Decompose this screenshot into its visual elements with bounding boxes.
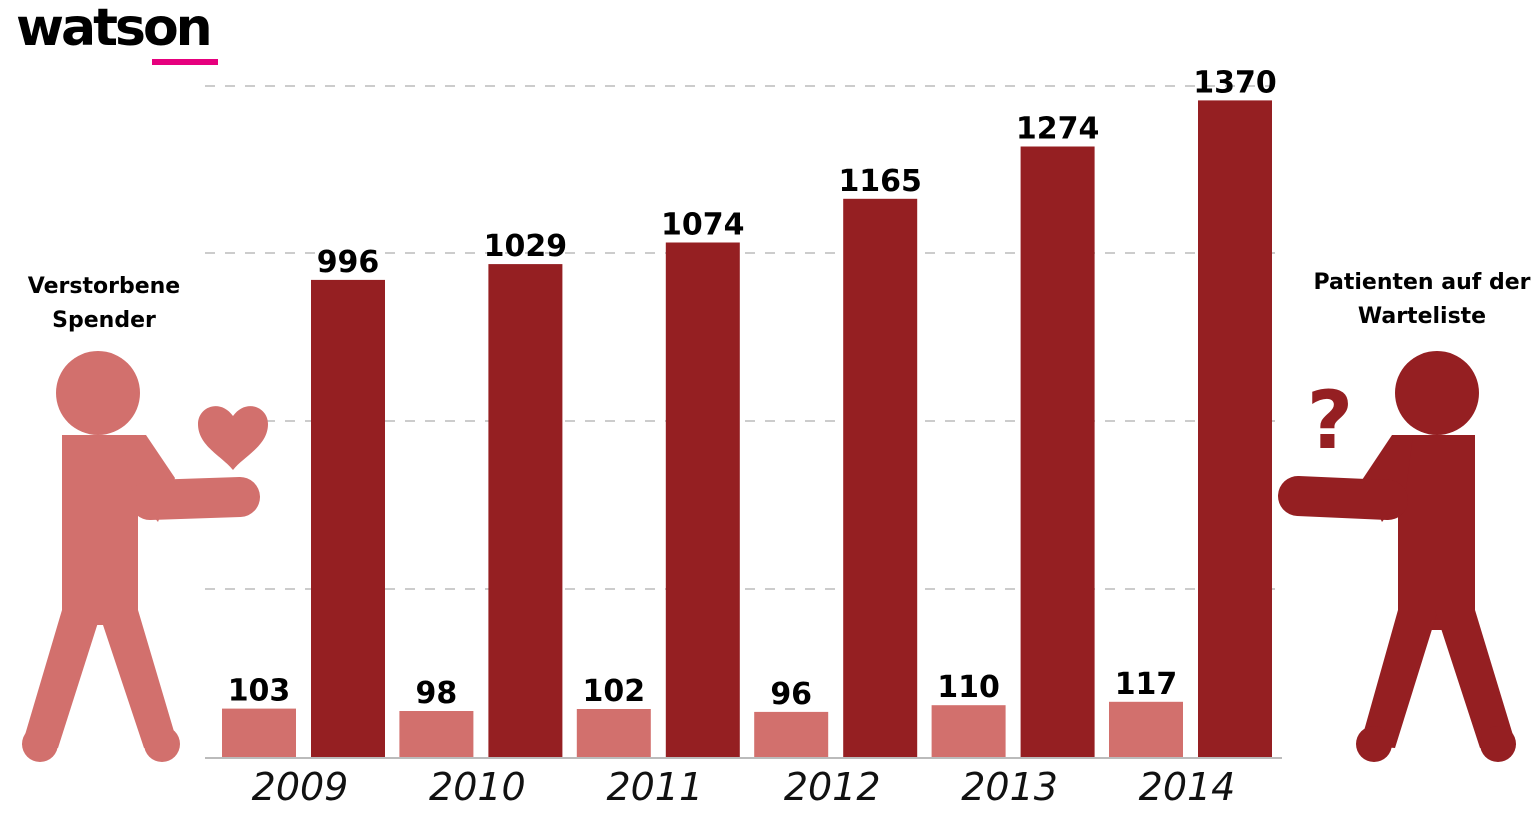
waiting-bar-2013 [1020,146,1095,758]
x-tick-2009: 2009 [252,765,349,809]
right-figure-label: Patienten auf der Warteliste [1313,270,1531,329]
donor-value-2009: 103 [228,674,291,709]
waiting-value-2011: 1074 [661,208,745,243]
waiting-value-2014: 1370 [1193,65,1277,100]
waiting-value-2012: 1165 [838,164,922,199]
waiting-bar-2012 [843,198,918,759]
x-tick-2012: 2012 [784,765,881,809]
waiting-bar-2009 [311,279,385,758]
value-labels: 103 996 98 1029 102 1074 96 1165 110 1274 117 1370 [228,65,1277,712]
donor-person-heart-icon [22,351,268,762]
donor-bar-2012 [754,711,829,758]
logo-underline [152,59,218,65]
waiting-value-2010: 1029 [484,229,568,264]
bars [222,100,1272,759]
donor-value-2010: 98 [416,676,458,711]
donor-value-2014: 117 [1115,667,1178,702]
x-tick-labels: 2009 2010 2011 2012 2013 2014 [252,765,1236,809]
waiting-value-2013: 1274 [1016,112,1100,147]
waiting-bar-2014 [1198,100,1272,758]
patient-person-question-icon: ? [1278,351,1516,762]
x-tick-2014: 2014 [1139,765,1236,809]
x-tick-2010: 2010 [429,765,526,809]
left-figure-label: Verstorbene Spender [27,274,181,333]
donor-value-2013: 110 [937,670,1000,705]
donor-bar-2014 [1109,701,1183,758]
waiting-bar-2011 [665,242,740,758]
donor-value-2011: 102 [582,674,645,709]
x-tick-2011: 2011 [606,765,703,809]
x-tick-2013: 2013 [961,765,1058,809]
donor-bar-2010 [399,711,474,758]
svg-text:?: ? [1307,374,1353,467]
waiting-value-2009: 996 [317,245,380,280]
watson-logo: watson [16,0,213,58]
donor-value-2012: 96 [770,677,812,712]
donor-bar-2009 [222,708,296,758]
waiting-bar-2010 [488,264,563,758]
donor-bar-2013 [931,705,1006,758]
donor-bar-2011 [576,709,651,758]
